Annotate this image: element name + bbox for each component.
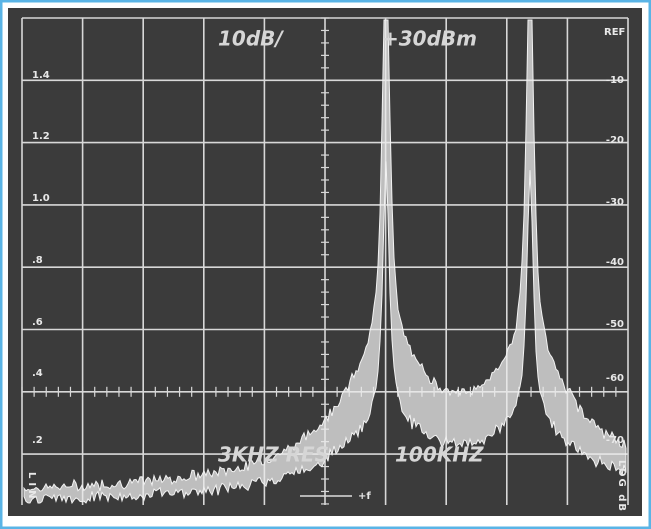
right-scale-label: -50 [606, 319, 624, 330]
span-label: 100KHZ [395, 443, 484, 467]
ref-label: REF [604, 27, 625, 38]
left-scale-label: .8 [32, 255, 43, 266]
reference-level: +30dBm [382, 27, 477, 51]
left-scale-label: 1.0 [32, 193, 50, 204]
left-scale-label: .6 [32, 317, 43, 328]
right-scale-label: -20 [606, 135, 624, 146]
screen-photo: 10dB/ +30dBm REF 3KHZ RES 100KHZ +f LIN … [0, 0, 651, 529]
right-scale-label: -60 [606, 373, 624, 384]
right-scale-label: -40 [606, 257, 624, 268]
left-scale-label: 1.2 [32, 131, 50, 142]
left-scale-label: .4 [32, 368, 43, 379]
left-scale-label: .2 [32, 435, 43, 446]
right-scale-label: -70 [606, 435, 624, 446]
resolution-label: 3KHZ RES [218, 443, 329, 467]
freq-label: +f [358, 491, 371, 502]
right-scale-label: -10 [606, 75, 624, 86]
log-label: LOG dB [616, 460, 627, 513]
right-scale-label: -30 [606, 197, 624, 208]
lin-label: LIN [26, 472, 37, 502]
scale-label: 10dB/ [218, 27, 284, 51]
left-scale-label: 1.4 [32, 70, 50, 81]
